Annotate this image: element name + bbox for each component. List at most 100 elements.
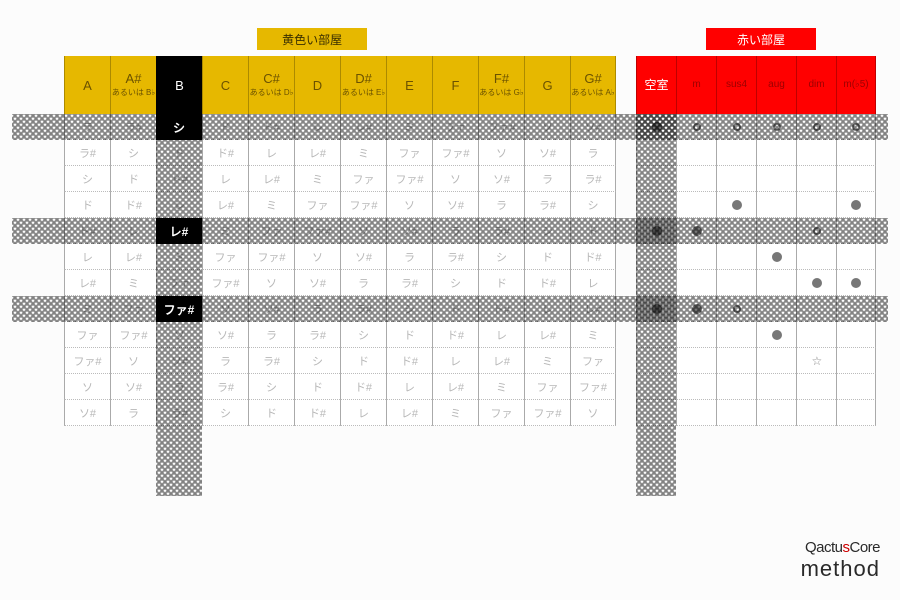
note-cell: レ# bbox=[432, 374, 478, 400]
note-cell: ミ bbox=[432, 400, 478, 426]
chord-mark-cell bbox=[716, 218, 756, 244]
chord-mark-cell bbox=[756, 140, 796, 166]
yellow-header-D#[interactable]: D#あるいは E♭ bbox=[340, 56, 386, 114]
table-row: ララ#シドド#レレ#ミファファ#ソソ# bbox=[0, 114, 900, 140]
table-row: レレ#ミファファ#ソソ#ララ#シドド# bbox=[0, 244, 900, 270]
note-cell: シ bbox=[202, 400, 248, 426]
note-cell: ソ bbox=[340, 218, 386, 244]
chord-mark-cell bbox=[756, 218, 796, 244]
note-cell: ファ bbox=[340, 166, 386, 192]
header-label: A# bbox=[126, 72, 142, 85]
note-cell: ファ bbox=[202, 244, 248, 270]
note-cell: ソ# bbox=[478, 166, 524, 192]
chord-mark-cell bbox=[716, 140, 756, 166]
yellow-header-A[interactable]: A bbox=[64, 56, 110, 114]
chord-mark-cell bbox=[756, 374, 796, 400]
note-cell: レ# bbox=[248, 166, 294, 192]
yellow-header-C[interactable]: C bbox=[202, 56, 248, 114]
note-cell: ド bbox=[432, 296, 478, 322]
header-label: dim bbox=[808, 80, 824, 90]
note-cell: シ bbox=[386, 296, 432, 322]
chord-mark-cell bbox=[716, 400, 756, 426]
note-cell: ド bbox=[478, 270, 524, 296]
note-cell: ソ bbox=[110, 348, 156, 374]
table-row: ドド#レレ#ミファファ#ソソ#ララ#シ bbox=[0, 192, 900, 218]
yellow-header-G#[interactable]: G#あるいは A♭ bbox=[570, 56, 616, 114]
yellow-header-F#[interactable]: F#あるいは G♭ bbox=[478, 56, 524, 114]
chord-mark-cell bbox=[836, 140, 876, 166]
chord-mark-cell bbox=[636, 400, 676, 426]
note-cell: ラ bbox=[432, 218, 478, 244]
header-label: m bbox=[692, 80, 700, 90]
logo-line1: QactusCore bbox=[801, 539, 880, 556]
yellow-header-C#[interactable]: C#あるいは D♭ bbox=[248, 56, 294, 114]
yellow-header-B[interactable]: B bbox=[156, 56, 202, 114]
yellow-header-F[interactable]: F bbox=[432, 56, 478, 114]
table-row: ファファ#ソソ#ララ#シドド#レレ#ミ bbox=[0, 322, 900, 348]
chord-mark-cell bbox=[676, 348, 716, 374]
note-cell: ファ# bbox=[64, 348, 110, 374]
yellow-header-E[interactable]: E bbox=[386, 56, 432, 114]
note-cell: ラ# bbox=[524, 192, 570, 218]
tab-yellow[interactable]: 黄色い部屋 bbox=[257, 28, 367, 50]
note-cell: ミ bbox=[294, 166, 340, 192]
header-label: 空室 bbox=[644, 79, 668, 91]
header-label: F# bbox=[494, 72, 509, 85]
header-label: aug bbox=[768, 80, 785, 90]
header-label: G# bbox=[584, 72, 601, 85]
note-cell: ド bbox=[570, 218, 616, 244]
note-cell: ド# bbox=[386, 348, 432, 374]
note-cell: ファ bbox=[294, 192, 340, 218]
note-cell: ファ bbox=[248, 218, 294, 244]
yellow-header-D[interactable]: D bbox=[294, 56, 340, 114]
note-cell: ファ# bbox=[156, 296, 202, 322]
note-cell: ファ bbox=[156, 270, 202, 296]
note-cell: ソ bbox=[202, 296, 248, 322]
red-header-5[interactable]: m(♭5) bbox=[836, 56, 876, 114]
chord-mark-cell bbox=[796, 192, 836, 218]
chord-mark-cell bbox=[676, 166, 716, 192]
chord-mark-cell bbox=[796, 374, 836, 400]
note-cell: ド bbox=[340, 348, 386, 374]
note-cell: ミ bbox=[386, 114, 432, 140]
note-cell: レ bbox=[340, 400, 386, 426]
red-header-1[interactable]: m bbox=[676, 56, 716, 114]
note-cell: ソ bbox=[64, 374, 110, 400]
note-cell: ド bbox=[64, 192, 110, 218]
table-row: ラ#シドド#レレ#ミファファ#ソソ#ラ bbox=[0, 140, 900, 166]
note-cell: シ bbox=[524, 218, 570, 244]
chord-mark-cell bbox=[836, 192, 876, 218]
table-row: ファ#ソソ#ララ#シドド#レレ#ミファ☆ bbox=[0, 348, 900, 374]
yellow-header-A#[interactable]: A# あるいは B♭ bbox=[110, 56, 156, 114]
chord-mark-cell bbox=[676, 192, 716, 218]
note-cell: レ bbox=[478, 322, 524, 348]
table-row: ミファファ#ソソ#ララ#シドド#レレ# bbox=[0, 296, 900, 322]
chord-mark-cell bbox=[636, 140, 676, 166]
note-cell: ラ# bbox=[248, 348, 294, 374]
note-cell: レ# bbox=[524, 322, 570, 348]
note-cell: レ bbox=[432, 348, 478, 374]
yellow-header-G[interactable]: G bbox=[524, 56, 570, 114]
note-cell: ド# bbox=[156, 166, 202, 192]
red-header-0[interactable]: 空室 bbox=[636, 56, 676, 114]
note-cell: ラ bbox=[478, 192, 524, 218]
chord-mark-cell bbox=[716, 374, 756, 400]
chord-mark-cell bbox=[676, 218, 716, 244]
red-header-3[interactable]: aug bbox=[756, 56, 796, 114]
header-label: G bbox=[542, 79, 552, 92]
table-row: シドド#レレ#ミファファ#ソソ#ララ# bbox=[0, 166, 900, 192]
note-cell: ソ# bbox=[340, 244, 386, 270]
header-sublabel: あるいは B♭ bbox=[112, 89, 155, 98]
tab-red[interactable]: 赤い部屋 bbox=[706, 28, 816, 50]
chord-mark-cell bbox=[716, 322, 756, 348]
chord-mark-cell bbox=[716, 296, 756, 322]
red-header-2[interactable]: sus4 bbox=[716, 56, 756, 114]
note-cell: ファ# bbox=[386, 166, 432, 192]
note-cell: ラ bbox=[524, 166, 570, 192]
red-header-4[interactable]: dim bbox=[796, 56, 836, 114]
note-cell: ソ# bbox=[202, 322, 248, 348]
note-cell: シ bbox=[248, 374, 294, 400]
note-cell: ド# bbox=[340, 374, 386, 400]
note-cell: ド# bbox=[570, 244, 616, 270]
chord-mark-cell bbox=[676, 322, 716, 348]
